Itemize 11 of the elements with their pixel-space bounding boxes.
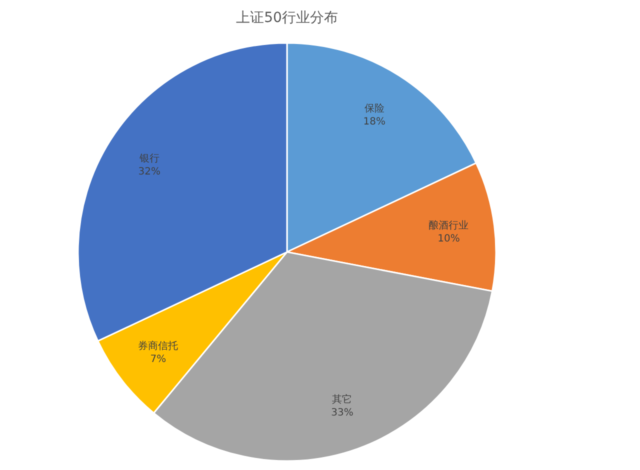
data-label: 18% <box>363 116 386 128</box>
data-label: 7% <box>150 354 166 365</box>
slice-label: 其它 <box>332 393 352 406</box>
slice-label: 券商信托 <box>138 340 178 352</box>
slice-label: 银行 <box>138 154 160 165</box>
chart-title: 上证50行业分布 <box>236 10 338 26</box>
data-label: 32% <box>138 166 160 178</box>
slice-label: 保险 <box>364 102 384 114</box>
data-label: 10% <box>438 234 460 245</box>
slice-label: 酿酒行业 <box>428 220 469 232</box>
data-label: 33% <box>331 407 354 418</box>
